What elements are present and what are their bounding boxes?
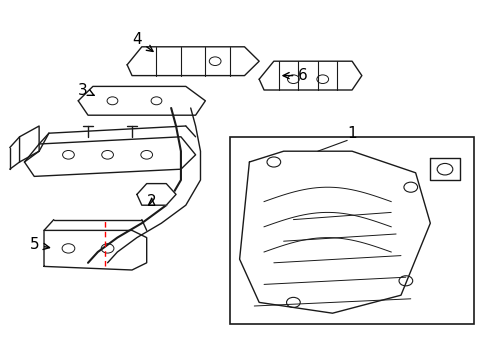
Polygon shape [20,126,39,162]
Text: 1: 1 [346,126,356,141]
Polygon shape [44,230,146,270]
Polygon shape [127,47,259,76]
Bar [229,137,473,324]
Text: 6: 6 [283,68,307,83]
Polygon shape [137,184,176,205]
Text: 3: 3 [78,82,94,98]
Polygon shape [429,158,459,180]
Polygon shape [239,151,429,313]
Text: 4: 4 [132,32,153,51]
Polygon shape [259,61,361,90]
Text: 5: 5 [29,237,49,252]
Polygon shape [78,86,205,115]
Polygon shape [24,137,195,176]
Text: 2: 2 [146,194,156,209]
